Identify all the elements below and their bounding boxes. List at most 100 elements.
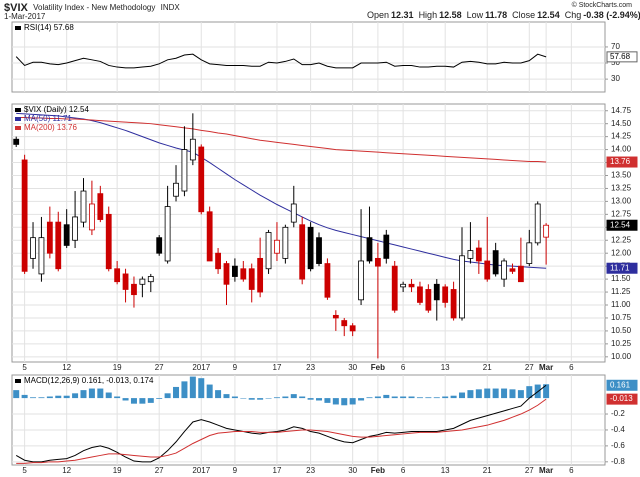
histogram-bar — [156, 398, 163, 399]
last-value-box — [606, 51, 638, 63]
histogram-bar — [442, 396, 449, 399]
y-tick-label: 11.50 — [611, 274, 631, 283]
credit: © StockCharts.com — [572, 1, 633, 9]
legend-swatch — [15, 26, 21, 30]
histogram-bar — [105, 392, 112, 399]
candle-body — [349, 325, 356, 332]
y-tick-label: 12.25 — [611, 235, 632, 244]
x-tick-label: 30 — [348, 466, 357, 475]
last-value-box — [606, 156, 638, 168]
histogram-bar — [282, 396, 289, 399]
line — [16, 112, 547, 269]
x-tick-label: 21 — [483, 466, 492, 475]
line — [16, 116, 547, 163]
candle-body — [257, 257, 264, 293]
candle-body — [324, 263, 331, 298]
histogram-bar — [13, 390, 20, 399]
x-tick-label: 27 — [155, 363, 164, 372]
line — [15, 53, 547, 69]
x-tick-label: 2017 — [192, 466, 210, 475]
legend-label: RSI(14) 57.68 — [24, 23, 74, 32]
histogram-bar — [341, 398, 348, 406]
histogram-bar — [316, 398, 323, 401]
candle-body — [72, 216, 78, 241]
histogram-bar — [273, 397, 280, 399]
candle-body — [232, 265, 238, 277]
histogram-bar — [475, 389, 482, 399]
histogram-bar — [358, 398, 365, 401]
histogram-bar — [408, 396, 415, 399]
legend-label: MACD(12,26,9) 0.161, -0.013, 0.174 — [24, 376, 154, 385]
x-tick-label: 27 — [525, 466, 534, 475]
legend-swatch — [15, 379, 21, 383]
x-tick-label: 5 — [22, 466, 27, 475]
histogram-bar — [63, 395, 70, 399]
candle-body — [307, 226, 314, 270]
candle-body — [198, 146, 205, 213]
histogram-bar — [248, 398, 255, 400]
candle-body — [492, 250, 499, 275]
candle-body — [131, 283, 137, 296]
x-tick-label: 13 — [441, 363, 450, 372]
y-tick-label: 13.00 — [611, 197, 632, 206]
y-tick-label: 13.25 — [611, 184, 632, 193]
histogram-bar — [416, 397, 423, 399]
candle-body — [408, 283, 415, 288]
y-tick-label: 13.50 — [611, 171, 632, 180]
last-value-box — [606, 262, 638, 274]
security-name: Volatility Index - New Methodology — [33, 3, 155, 12]
candle-body — [114, 268, 121, 283]
histogram-bar — [383, 394, 390, 399]
histogram-bar — [400, 396, 407, 399]
histogram-bar — [509, 389, 516, 399]
histogram-bar — [299, 396, 306, 399]
histogram-bar — [501, 388, 508, 399]
y-tick-label: -0.8 — [611, 457, 625, 466]
legend-swatch — [15, 126, 21, 130]
candle-body — [240, 268, 247, 280]
candle-body — [475, 247, 482, 262]
x-tick-label: 6 — [569, 466, 574, 475]
candle-body — [299, 224, 306, 280]
legend-label: MA(50) 11.71 — [24, 114, 72, 123]
legend-label: $VIX (Daily) 12.54 — [24, 105, 89, 114]
candle-body — [341, 320, 348, 327]
histogram-bar — [526, 386, 533, 399]
panel — [11, 374, 606, 466]
candle-body — [173, 182, 179, 197]
last-value-label: 12.54 — [610, 220, 631, 229]
y-tick-label: 14.00 — [611, 145, 632, 154]
candle-body — [374, 257, 381, 267]
histogram-bar — [181, 381, 188, 399]
candle-body — [517, 265, 524, 283]
histogram-bar — [215, 390, 222, 399]
y-tick-label: 12.00 — [611, 248, 632, 257]
histogram-bar — [484, 388, 491, 399]
y-tick-label: 30 — [611, 74, 620, 83]
quote-value: -0.38 (-2.94%) — [583, 10, 640, 20]
y-tick-label: -0.6 — [611, 441, 625, 450]
y-tick-label: 14.25 — [611, 132, 632, 141]
candle-body — [248, 268, 255, 290]
y-tick-label: 50 — [611, 58, 620, 67]
candle-body — [383, 234, 390, 259]
candle-body — [139, 278, 146, 285]
x-tick-label: 12 — [62, 363, 71, 372]
candle-body — [206, 211, 213, 262]
histogram-bar — [265, 398, 272, 399]
x-tick-label: 6 — [401, 363, 406, 372]
legend-swatch — [15, 108, 21, 112]
candle-body — [417, 286, 423, 303]
date: 1-Mar-2017 — [4, 12, 46, 21]
candle-body — [265, 232, 272, 270]
line — [15, 384, 547, 463]
candle-body — [459, 255, 465, 319]
histogram-bar — [492, 388, 499, 399]
x-tick-label: 23 — [306, 466, 315, 475]
candle-body — [442, 286, 449, 303]
quote-value: 12.31 — [391, 10, 414, 20]
exchange: INDX — [161, 3, 181, 12]
x-tick-label: 5 — [22, 363, 27, 372]
candle-body — [223, 263, 230, 285]
histogram-bar — [164, 393, 171, 399]
